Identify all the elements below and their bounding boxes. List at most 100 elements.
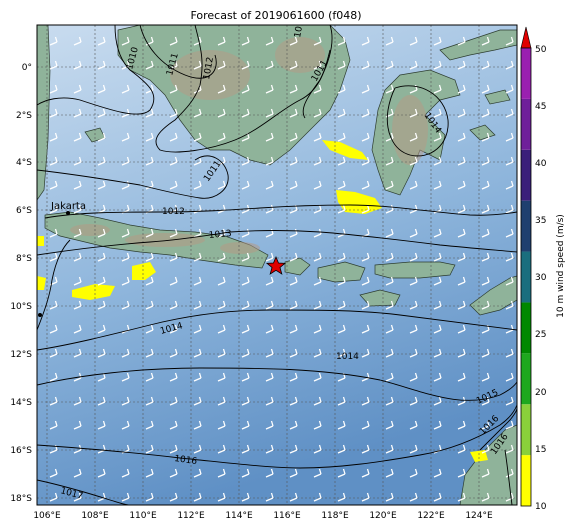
wind-barb: [337, 252, 346, 262]
wind-barb: [217, 300, 226, 310]
wind-barb: [289, 180, 298, 190]
wind-barb: [313, 60, 322, 70]
wind-barb: [49, 132, 58, 142]
wind-barb: [361, 276, 370, 286]
wind-barb: [73, 156, 82, 166]
colorbar-segment: [521, 302, 531, 354]
lon-tick-labels: 106°E 108°E 110°E 112°E 114°E 116°E 118°…: [33, 511, 493, 521]
wind-barb: [265, 372, 274, 382]
wind-barb: [289, 252, 298, 262]
wind-barb: [241, 252, 250, 262]
lon-tick: 108°E: [81, 511, 109, 521]
wind-barb: [289, 132, 298, 142]
colorbar-segment: [521, 251, 531, 303]
wind-barb: [217, 132, 226, 142]
wind-barb: [217, 468, 226, 478]
wind-barb: [361, 180, 370, 190]
wind-barb: [337, 108, 346, 118]
wind-barb: [49, 372, 58, 382]
wind-barb: [337, 132, 346, 142]
wind-barb: [361, 36, 370, 46]
wind-barb: [73, 468, 82, 478]
wind-barb: [409, 180, 418, 190]
wind-barb: [481, 252, 490, 262]
isobar-1014-a: [37, 309, 517, 351]
wind-barb: [169, 348, 178, 358]
wind-barb: [361, 228, 370, 238]
wind-barb: [433, 468, 442, 478]
wind-barb: [457, 444, 466, 454]
wind-barb: [457, 372, 466, 382]
wind-barb: [385, 276, 394, 286]
wind-barb: [385, 324, 394, 334]
wind-barb: [49, 36, 58, 46]
wind-barb: [193, 324, 202, 334]
wind-barb: [433, 60, 442, 70]
wind-barb: [289, 228, 298, 238]
colorbar-segment: [521, 48, 531, 99]
wind-barb: [313, 180, 322, 190]
wind-barb: [337, 324, 346, 334]
wind-barb: [97, 252, 106, 262]
wind-barb: [241, 180, 250, 190]
wind-barb: [505, 396, 514, 406]
wind-barb: [385, 348, 394, 358]
wind-barb: [361, 252, 370, 262]
wind-barb: [457, 108, 466, 118]
wind-barb: [457, 276, 466, 286]
wind-barb: [169, 132, 178, 142]
lat-tick: 8°S: [16, 254, 32, 264]
wind-barb: [481, 348, 490, 358]
wind-barb: [337, 156, 346, 166]
wind-barb: [313, 372, 322, 382]
colorbar-tick: 10: [535, 502, 547, 512]
wind-barb: [73, 396, 82, 406]
wind-barb: [481, 300, 490, 310]
wind-barb: [505, 156, 514, 166]
isobar-label: 1014: [293, 14, 307, 39]
wind-barb: [433, 156, 442, 166]
wind-barb: [169, 180, 178, 190]
wind-barb: [505, 84, 514, 94]
wind-barb: [241, 300, 250, 310]
jakarta-dot: [66, 211, 70, 215]
wind-barb: [193, 252, 202, 262]
wind-barb: [481, 132, 490, 142]
wind-barb: [337, 420, 346, 430]
wind-barb: [193, 276, 202, 286]
wind-barb: [265, 228, 274, 238]
wind-barb: [457, 468, 466, 478]
wind-barb: [169, 108, 178, 118]
wind-barb: [241, 108, 250, 118]
wind-barb: [193, 468, 202, 478]
wind-barb: [289, 36, 298, 46]
wind-barb: [145, 372, 154, 382]
wind-barb: [433, 108, 442, 118]
wind-barb: [457, 396, 466, 406]
wind-barb: [481, 444, 490, 454]
wind-barb: [481, 420, 490, 430]
lat-tick: 14°S: [10, 398, 32, 408]
wind-barb: [505, 252, 514, 262]
wind-barb: [433, 84, 442, 94]
wind-barb: [481, 468, 490, 478]
wind-barb: [385, 156, 394, 166]
colorbar-segment: [521, 149, 531, 201]
wind-barb: [361, 372, 370, 382]
wind-barb: [49, 468, 58, 478]
wind-barb: [169, 252, 178, 262]
wind-barb: [121, 492, 130, 502]
wind-barb: [241, 228, 250, 238]
wind-barb: [241, 324, 250, 334]
wind-barb: [169, 468, 178, 478]
wind-barb: [289, 60, 298, 70]
wind-barb: [505, 276, 514, 286]
wind-barb: [481, 156, 490, 166]
wind-barb: [73, 132, 82, 142]
wind-barb: [409, 228, 418, 238]
wind-barb: [385, 396, 394, 406]
wind-barb: [73, 492, 82, 502]
wind-barb: [265, 180, 274, 190]
lon-tick: 106°E: [33, 511, 61, 521]
wind-barb: [433, 324, 442, 334]
